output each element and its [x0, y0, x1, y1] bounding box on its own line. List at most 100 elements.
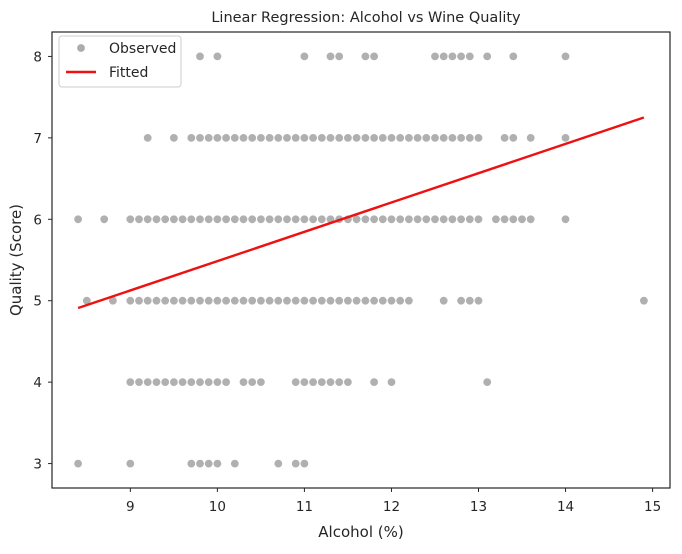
data-point [212, 214, 223, 225]
data-point [125, 377, 136, 387]
data-point [256, 214, 266, 225]
legend-box [58, 35, 182, 88]
data-point [299, 458, 310, 469]
data-point [378, 133, 388, 143]
x-tick-label: 12 [383, 499, 400, 515]
data-point [238, 214, 249, 225]
data-point [151, 214, 162, 225]
data-point [221, 133, 231, 143]
y-axis-label: Quality (Score) [7, 204, 25, 316]
data-point [343, 296, 353, 306]
data-point [499, 133, 510, 143]
data-point [430, 133, 440, 143]
data-point [334, 51, 344, 62]
data-point [134, 377, 144, 387]
data-point [186, 133, 197, 143]
data-point [142, 296, 153, 306]
data-point [195, 296, 205, 306]
data-point [212, 296, 223, 306]
data-point [264, 296, 275, 306]
data-point [230, 458, 240, 469]
data-point [395, 214, 405, 225]
data-point [273, 458, 284, 469]
data-point [421, 133, 432, 143]
data-point [456, 214, 466, 225]
data-point [639, 296, 649, 306]
data-point [560, 133, 571, 143]
data-point [238, 133, 249, 143]
data-point [195, 458, 205, 469]
data-point [465, 296, 475, 306]
data-point [264, 214, 275, 225]
data-point [334, 296, 344, 306]
data-point [378, 214, 388, 225]
data-point [465, 51, 475, 62]
data-point [343, 133, 353, 143]
data-point [421, 214, 432, 225]
data-point [317, 377, 327, 387]
data-point [238, 296, 249, 306]
legend-label-fitted: Fitted [109, 65, 148, 81]
data-point [160, 214, 170, 225]
data-point [369, 377, 379, 387]
data-point [256, 133, 266, 143]
plot-frame [51, 31, 671, 489]
data-point [447, 51, 458, 62]
data-point [308, 214, 318, 225]
data-point [291, 377, 301, 387]
data-point [526, 133, 536, 143]
y-tick-label: 8 [33, 49, 42, 65]
y-tick-label: 5 [33, 294, 42, 310]
data-point [230, 214, 240, 225]
data-point [465, 214, 475, 225]
data-point [282, 214, 292, 225]
data-point [308, 377, 318, 387]
data-point [404, 214, 414, 225]
data-point [360, 133, 371, 143]
fit-line-layer [77, 116, 645, 310]
data-point [360, 214, 371, 225]
y-axis-ticks: 3 4 5 6 7 8 [33, 49, 52, 473]
data-point [491, 214, 501, 225]
data-point [386, 296, 397, 306]
data-point [351, 296, 362, 306]
data-point [325, 51, 336, 62]
legend-label-observed: Observed [109, 41, 176, 57]
data-point [247, 133, 257, 143]
data-point [386, 133, 397, 143]
data-point [212, 133, 223, 143]
data-point [430, 51, 440, 62]
data-point [334, 377, 344, 387]
data-point [125, 458, 136, 469]
data-point [308, 296, 318, 306]
data-point [412, 214, 423, 225]
data-point [308, 133, 318, 143]
data-point [177, 296, 188, 306]
data-point [412, 133, 423, 143]
data-point [291, 458, 301, 469]
data-point [73, 214, 83, 225]
data-point [142, 214, 153, 225]
data-point [560, 214, 571, 225]
data-point [325, 133, 336, 143]
data-point [134, 296, 144, 306]
data-point [273, 214, 284, 225]
scatter-points [73, 51, 649, 469]
legend: Observed Fitted [58, 35, 182, 88]
x-tick-label: 13 [470, 499, 487, 515]
data-point [291, 133, 301, 143]
y-tick-label: 4 [33, 375, 42, 391]
data-point [186, 296, 197, 306]
data-point [447, 133, 458, 143]
data-point [317, 296, 327, 306]
data-point [142, 377, 153, 387]
y-tick-label: 6 [33, 212, 42, 228]
data-point [203, 296, 214, 306]
data-point [256, 377, 266, 387]
data-point [238, 377, 249, 387]
x-tick-label: 15 [644, 499, 661, 515]
data-point [369, 214, 379, 225]
data-point [473, 133, 484, 143]
